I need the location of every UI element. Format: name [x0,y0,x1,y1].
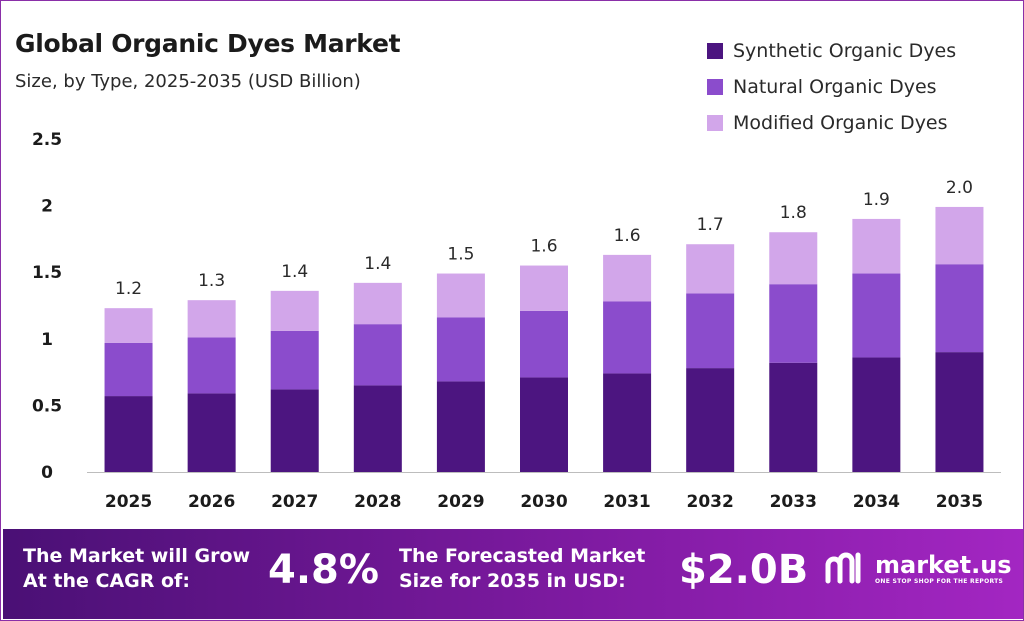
bar-segment [852,218,901,274]
bar-segment [187,300,236,338]
legend-label-synthetic: Synthetic Organic Dyes [733,40,957,62]
bar-total-label: 2.0 [946,178,973,198]
footer-banner: The Market will Grow At the CAGR of: 4.8… [3,529,1023,619]
bar-segment [686,244,735,294]
bar-segment [104,308,153,343]
bar-segment [520,377,568,472]
bar-segment [187,393,236,472]
x-tick-label: 2030 [520,492,567,512]
bar-segment [436,273,485,318]
bar-segment [769,362,818,472]
y-tick-label: 2.5 [32,130,62,150]
bar-total-label: 1.8 [780,203,807,223]
bar-total-label: 1.5 [447,245,474,265]
market-us-logo-icon [825,552,861,584]
forecast-caption-line-1: The Forecasted Market [399,545,646,567]
cagr-value: 4.8% [268,547,379,593]
bar-segment [104,342,153,397]
legend: Synthetic Organic Dyes Natural Organic D… [707,33,956,141]
bar-total-label: 1.2 [115,279,142,299]
bar-total-label: 1.6 [530,237,557,257]
bar-segment [353,282,402,325]
bar-segment [436,317,485,382]
x-tick-label: 2032 [687,492,734,512]
legend-item-synthetic: Synthetic Organic Dyes [707,33,956,69]
bar-segment [935,352,984,472]
bar-segment [270,330,319,390]
x-tick-label: 2026 [188,492,235,512]
bar-segment [852,357,901,472]
bar-segment [187,337,236,394]
bar-segment [852,273,901,358]
bar-segment [935,264,984,353]
bar-segment [935,206,984,265]
legend-label-modified: Modified Organic Dyes [733,112,948,134]
bar-segment [520,310,568,378]
cagr-caption: The Market will Grow At the CAGR of: [23,544,250,594]
x-tick-label: 2025 [105,492,152,512]
bar-segment [520,265,568,311]
bar-segment [686,368,735,472]
x-tick-label: 2029 [437,492,484,512]
chart-subtitle: Size, by Type, 2025-2035 (USD Billion) [15,71,361,92]
legend-swatch-natural [707,79,723,95]
legend-swatch-synthetic [707,43,723,59]
cagr-caption-line-1: The Market will Grow [23,545,251,567]
y-tick-label: 0.5 [32,396,62,416]
x-tick-label: 2033 [770,492,817,512]
y-tick-label: 2 [41,197,53,217]
bar-segment [769,284,818,363]
bar-total-label: 1.7 [697,215,724,235]
x-tick-label: 2027 [271,492,318,512]
y-tick-label: 1 [41,330,53,350]
y-tick-label: 1.5 [32,263,62,283]
forecast-caption-line-2: Size for 2035 in USD: [399,570,626,592]
y-tick-label: 0 [41,463,53,483]
chart-title: Global Organic Dyes Market [15,29,401,58]
bar-segment [270,389,319,472]
x-tick-label: 2034 [853,492,900,512]
x-tick-label: 2035 [936,492,983,512]
bar-segment [104,396,153,472]
legend-label-natural: Natural Organic Dyes [733,76,937,98]
forecast-caption: The Forecasted Market Size for 2035 in U… [399,544,645,594]
bar-segment [603,254,652,302]
stacked-bar-chart: 0 0.5 1 1.5 2 2.5 1.2 2025 1.3 2026 1.4 2027 1.4 2028… [32,130,1001,512]
cagr-caption-line-2: At the CAGR of: [23,570,190,592]
legend-swatch-modified [707,115,723,131]
bar-total-label: 1.9 [863,190,890,210]
legend-item-natural: Natural Organic Dyes [707,69,956,105]
bar-total-label: 1.4 [281,262,308,282]
legend-item-modified: Modified Organic Dyes [707,105,956,141]
logo-tagline: ONE STOP SHOP FOR THE REPORTS [875,577,1004,585]
bar-segment [603,301,652,374]
bar-total-label: 1.3 [198,271,225,291]
market-us-logo: market.us ONE STOP SHOP FOR THE REPORTS [825,551,1012,585]
bar-segment [436,381,485,472]
bar-segment [353,385,402,472]
bar-segment [769,232,818,285]
logo-text: market.us ONE STOP SHOP FOR THE REPORTS [875,552,1012,585]
x-tick-label: 2028 [354,492,401,512]
bar-segment [270,290,319,331]
x-tick-label: 2031 [603,492,650,512]
bar-segment [353,324,402,386]
bar-segment [603,373,652,472]
forecast-value: $2.0B [679,547,809,593]
bar-segment [686,293,735,369]
bar-total-label: 1.6 [614,226,641,246]
logo-name: market.us [875,550,1012,579]
bar-total-label: 1.4 [364,254,391,274]
